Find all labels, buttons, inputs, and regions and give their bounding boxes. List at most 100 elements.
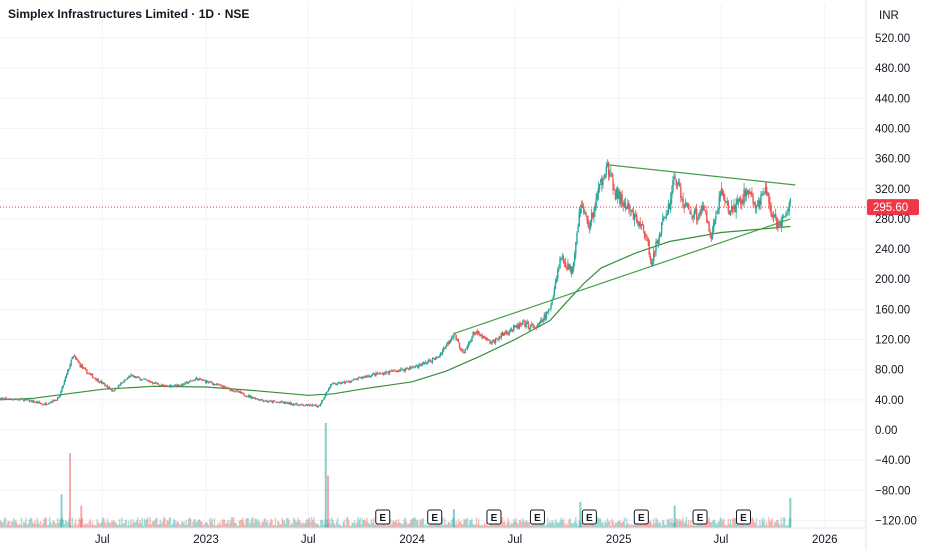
- candle-body: [382, 372, 384, 375]
- y-tick-label: 400.00: [875, 123, 910, 135]
- volume-bar: [509, 525, 512, 528]
- candle-body: [457, 338, 460, 343]
- volume-bar: [751, 517, 753, 528]
- candle-body: [373, 373, 375, 375]
- x-tick-label: Jul: [301, 534, 316, 546]
- candle-body: [210, 381, 212, 383]
- candle-body: [353, 378, 356, 380]
- earnings-marker[interactable]: E: [486, 509, 502, 525]
- candle-body: [482, 336, 484, 339]
- volume-bar: [419, 520, 421, 528]
- candle-body: [160, 384, 163, 386]
- candle-body: [557, 269, 559, 280]
- candle-body: [170, 385, 173, 387]
- volume-bar: [244, 525, 246, 528]
- candle-body: [633, 214, 636, 221]
- volume-bar: [468, 520, 471, 528]
- earnings-marker[interactable]: E: [427, 509, 443, 525]
- volume-bar: [604, 520, 606, 528]
- candle-body: [450, 337, 453, 341]
- candle-body: [383, 372, 385, 376]
- volume-bar: [761, 518, 763, 528]
- candle-body: [125, 378, 128, 380]
- volume-bar: [303, 523, 305, 528]
- candle-body: [217, 383, 219, 385]
- candle-body: [525, 322, 527, 328]
- candle-body: [257, 399, 260, 401]
- candle-body: [702, 205, 705, 211]
- volume-bar: [618, 521, 620, 528]
- earnings-marker[interactable]: E: [529, 509, 545, 525]
- volume-bar: [787, 524, 789, 528]
- candle-body: [89, 373, 92, 375]
- candle-body: [30, 400, 33, 403]
- candle-body: [313, 404, 315, 406]
- trendlines[interactable]: [453, 164, 796, 335]
- candle-body: [63, 380, 66, 385]
- candle-body: [221, 386, 224, 388]
- candle-body: [473, 332, 475, 334]
- candle-body: [777, 223, 779, 228]
- volume-bar: [524, 521, 526, 528]
- candle-body: [520, 323, 523, 325]
- earnings-marker[interactable]: E: [633, 509, 649, 525]
- candle-body: [454, 333, 456, 335]
- volume-bar: [596, 517, 598, 528]
- volume-bar: [774, 521, 777, 528]
- candle-body: [410, 366, 412, 368]
- candle-body: [77, 360, 79, 362]
- volume-bar: [148, 524, 150, 528]
- volume-bar: [178, 524, 181, 528]
- candle-body: [28, 399, 31, 402]
- candle-body: [502, 332, 505, 336]
- volume-bar: [699, 522, 701, 528]
- volume-bar: [758, 525, 760, 528]
- candle-body: [632, 210, 635, 220]
- candle-body: [774, 214, 777, 218]
- candle-body: [513, 325, 515, 331]
- candle-body: [299, 404, 302, 406]
- candle-body: [580, 205, 583, 208]
- candle-body: [464, 348, 466, 353]
- earnings-marker[interactable]: E: [692, 509, 708, 525]
- volume-bar: [71, 517, 73, 528]
- trendline[interactable]: [606, 164, 796, 186]
- volume-bar: [103, 518, 105, 528]
- volume-bar: [10, 521, 12, 528]
- candle-body: [20, 398, 23, 400]
- volume-bar: [282, 520, 285, 528]
- volume-bar: [273, 524, 276, 528]
- earnings-marker-label: E: [431, 513, 438, 524]
- candle-body: [715, 215, 717, 220]
- candle-body: [611, 173, 613, 178]
- candle-body: [351, 380, 353, 382]
- volume-bar: [746, 523, 749, 528]
- volume-bar: [461, 523, 463, 528]
- earnings-marker[interactable]: E: [375, 509, 391, 525]
- volume-bar: [172, 523, 174, 528]
- candle-body: [745, 191, 748, 197]
- volume-bar: [126, 525, 129, 528]
- volume-bar: [221, 518, 224, 528]
- earnings-marker[interactable]: E: [581, 509, 597, 525]
- y-tick-label: 120.00: [875, 335, 910, 347]
- earnings-marker[interactable]: E: [735, 509, 751, 525]
- volume-bar: [734, 517, 736, 528]
- volume-bar: [255, 518, 257, 528]
- volume-bar: [776, 520, 778, 528]
- volume-bar: [315, 524, 317, 528]
- volume-bar: [55, 523, 58, 528]
- candle-body: [676, 184, 679, 187]
- candle-body: [2, 397, 5, 399]
- candle-body: [340, 383, 342, 385]
- candle-body: [685, 204, 688, 205]
- volume-bar: [708, 517, 710, 528]
- volume-bar: [378, 525, 381, 528]
- volume-bar: [693, 525, 696, 528]
- volume-bar: [401, 525, 403, 528]
- volume-bar: [90, 524, 93, 528]
- candle-body: [589, 219, 592, 229]
- trendline[interactable]: [453, 218, 791, 335]
